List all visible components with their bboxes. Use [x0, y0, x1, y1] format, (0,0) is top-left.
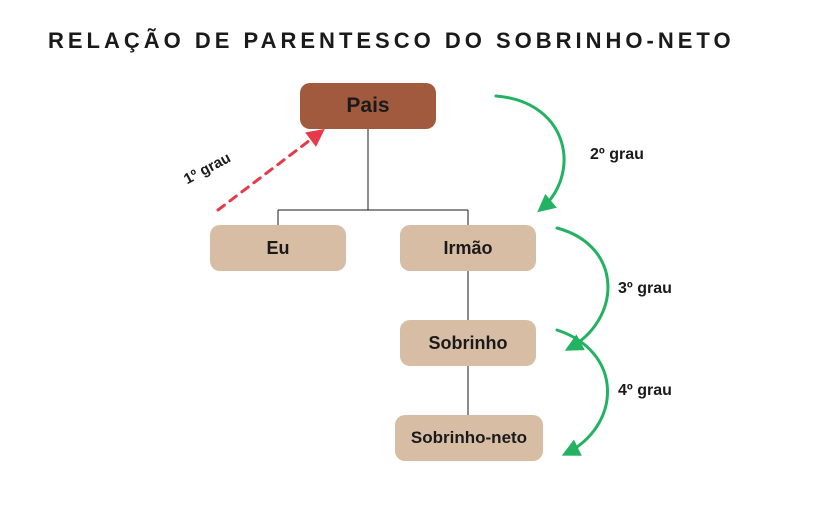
- label-grau-2: 2º grau: [590, 146, 644, 164]
- label-grau-1: 1º grau: [181, 149, 234, 188]
- node-eu: Eu: [210, 225, 346, 271]
- node-label: Eu: [266, 238, 289, 259]
- page-title: RELAÇÃO DE PARENTESCO DO SOBRINHO-NETO: [48, 28, 735, 54]
- node-pais: Pais: [300, 83, 436, 129]
- node-label: Sobrinho: [429, 333, 508, 354]
- node-irmao: Irmão: [400, 225, 536, 271]
- node-sobrinho: Sobrinho: [400, 320, 536, 366]
- node-label: Irmão: [443, 238, 492, 259]
- label-grau-3: 3º grau: [618, 280, 672, 298]
- label-grau-4: 4º grau: [618, 382, 672, 400]
- node-label: Pais: [346, 94, 389, 118]
- node-sobrinho-neto: Sobrinho-neto: [395, 415, 543, 461]
- node-label: Sobrinho-neto: [411, 428, 527, 448]
- degree-arrows: [218, 96, 608, 454]
- tree-edges: [278, 129, 468, 415]
